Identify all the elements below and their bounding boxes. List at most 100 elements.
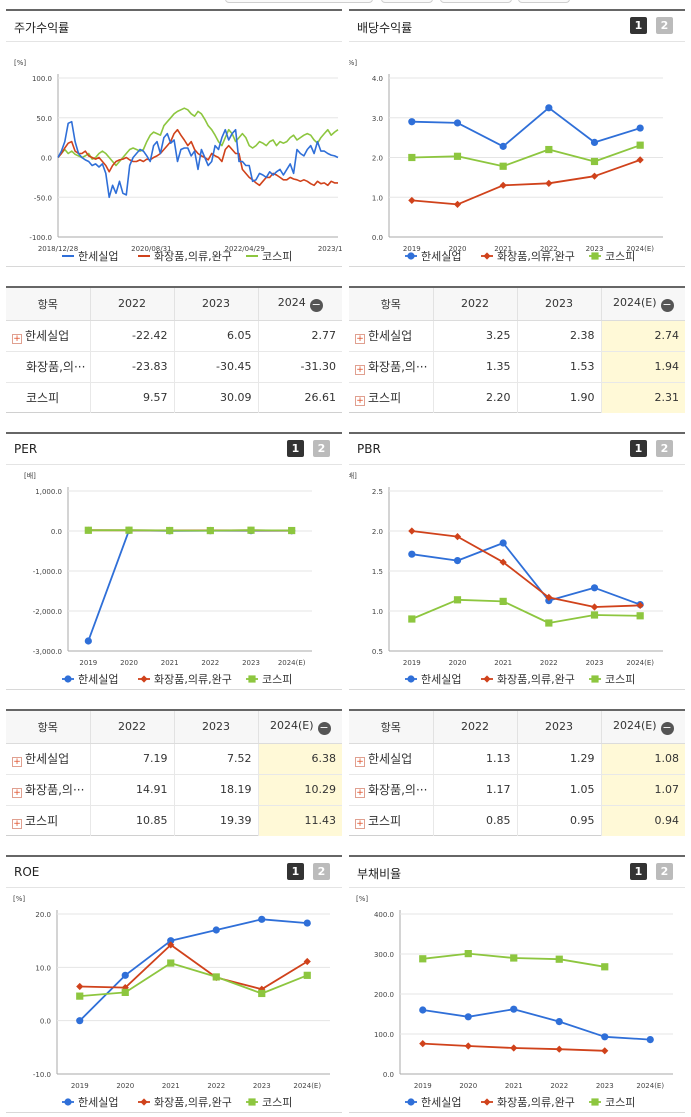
data-point-kospi	[304, 972, 311, 979]
page-button-1[interactable]: 1	[287, 863, 304, 880]
expand-icon[interactable]: +	[355, 365, 365, 375]
page-button-1[interactable]: 1	[287, 440, 304, 457]
expand-icon[interactable]: +	[12, 334, 22, 344]
page-button-1[interactable]: 1	[630, 863, 647, 880]
data-point-industry	[454, 201, 461, 208]
legend-marker-company	[64, 675, 71, 682]
expand-icon[interactable]: +	[355, 334, 365, 344]
x-tick-label: 2023	[586, 245, 604, 253]
panel-title: PBR	[357, 442, 381, 456]
column-header-label: 항목	[381, 298, 401, 311]
column-header-label: 2022	[118, 297, 146, 310]
column-header: 2022	[90, 711, 174, 743]
panel-header: 부채비율 1 2	[349, 857, 685, 888]
y-tick-label: 0.0	[51, 528, 62, 536]
data-point-company	[454, 119, 461, 126]
y-tick-label: 4.0	[372, 75, 383, 83]
value-cell: 6.05	[174, 320, 258, 351]
data-point-kospi	[601, 963, 608, 970]
expand-icon[interactable]: +	[12, 757, 22, 767]
expand-icon[interactable]: +	[355, 819, 365, 829]
toolbar-button-4[interactable]	[518, 0, 570, 3]
value-cell: 0.85	[433, 805, 517, 836]
collapse-icon[interactable]: −	[661, 299, 674, 312]
data-point-kospi	[465, 950, 472, 957]
expand-icon[interactable]: +	[12, 819, 22, 829]
row-name-cell: +한세실업	[349, 320, 433, 351]
data-point-company	[304, 919, 311, 926]
row-name-cell: +코스피	[349, 805, 433, 836]
expand-icon[interactable]: +	[355, 396, 365, 406]
panel-title: PER	[14, 442, 37, 456]
legend-marker-industry	[140, 675, 147, 682]
series-line-company	[412, 108, 640, 147]
value-cell: 26.61	[258, 382, 342, 413]
page-button-2[interactable]: 2	[656, 17, 673, 34]
x-tick-label: 2020	[116, 1082, 134, 1090]
row-name: 한세실업	[25, 752, 69, 766]
page-button-2[interactable]: 2	[313, 863, 330, 880]
legend-label-kospi: 코스피	[605, 250, 635, 263]
data-point-company	[500, 539, 507, 546]
value-cell: 10.29	[258, 774, 342, 805]
data-point-company	[500, 143, 507, 150]
value-cell: 30.09	[174, 382, 258, 413]
column-header-label: 2022	[461, 720, 489, 733]
data-point-kospi	[85, 527, 92, 534]
column-header: 2023	[174, 288, 258, 320]
row-name: 화장품,의···	[368, 783, 427, 797]
x-tick-label: 2023	[596, 1082, 614, 1090]
expand-icon[interactable]: +	[355, 788, 365, 798]
legend-label-company: 한세실업	[421, 1096, 461, 1109]
column-header: 2023	[517, 711, 601, 743]
data-point-kospi	[510, 954, 517, 961]
value-cell: 7.52	[174, 743, 258, 774]
toolbar-button-2[interactable]	[381, 0, 433, 3]
toolbar-button-3[interactable]	[440, 0, 512, 3]
legend-label-industry: 화장품,의류,완구	[154, 673, 232, 686]
panel-header: 주가수익률	[6, 11, 342, 42]
y-tick-label: -50.0	[34, 194, 52, 202]
panel-title: ROE	[14, 865, 39, 879]
row-name: 한세실업	[368, 329, 412, 343]
collapse-icon[interactable]: −	[310, 299, 323, 312]
value-cell: 2.74	[601, 320, 685, 351]
legend-marker-kospi	[591, 675, 598, 682]
row-name-cell: +한세실업	[349, 743, 433, 774]
chart-svg: [배]1,000.00.0-1,000.0-2,000.0-3,000.0201…	[6, 466, 342, 690]
y-tick-label: -3,000.0	[33, 648, 62, 656]
collapse-icon[interactable]: −	[661, 722, 674, 735]
expand-icon[interactable]: +	[12, 788, 22, 798]
page-button-2[interactable]: 2	[656, 863, 673, 880]
value-cell: 9.57	[90, 382, 174, 413]
y-tick-label: -1,000.0	[33, 568, 62, 576]
page-button-1[interactable]: 1	[630, 17, 647, 34]
data-point-company	[258, 916, 265, 923]
value-cell: 19.39	[174, 805, 258, 836]
toolbar-button-1[interactable]	[225, 0, 373, 3]
y-tick-label: 1,000.0	[35, 488, 62, 496]
row-name-cell: 화장품,의···	[6, 351, 90, 382]
expand-icon[interactable]: +	[355, 757, 365, 767]
y-tick-label: -2,000.0	[33, 608, 62, 616]
page-button-1[interactable]: 1	[630, 440, 647, 457]
y-tick-label: 2.5	[372, 488, 383, 496]
page-button-2[interactable]: 2	[656, 440, 673, 457]
value-cell: 10.85	[90, 805, 174, 836]
x-tick-label: 2023	[253, 1082, 271, 1090]
value-cell: 2.20	[433, 382, 517, 413]
collapse-icon[interactable]: −	[318, 722, 331, 735]
data-point-kospi	[166, 527, 173, 534]
data-point-kospi	[637, 612, 644, 619]
data-point-company	[408, 551, 415, 558]
y-tick-label: 0.0	[383, 1071, 394, 1079]
data-point-kospi	[167, 959, 174, 966]
page-button-2[interactable]: 2	[313, 440, 330, 457]
